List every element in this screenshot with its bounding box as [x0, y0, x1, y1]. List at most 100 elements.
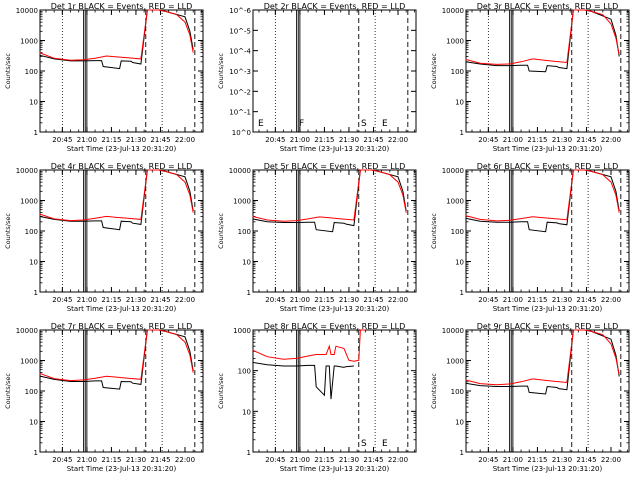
x-tick-label: 20:45: [52, 296, 72, 304]
panel-title: Det 1r BLACK = Events, RED = LLD: [51, 2, 193, 11]
panel-title: Det 7r BLACK = Events, RED = LLD: [51, 322, 193, 331]
y-tick-label: 10000: [442, 7, 464, 15]
y-tick-label: 1000: [20, 358, 38, 366]
x-tick-label: 22:00: [175, 296, 195, 304]
y-tick-label: 10: [455, 419, 464, 427]
panel-title: Det 6r BLACK = Events, RED = LLD: [477, 162, 619, 171]
x-axis-label: Start Time (23-Jul-13 20:31:20): [280, 465, 390, 473]
lld-series-line: [465, 9, 620, 65]
x-tick-label: 21:45: [150, 296, 170, 304]
plot-frame: [465, 329, 630, 453]
y-axis-label: Counts/sec: [217, 373, 225, 409]
x-tick-label: 21:30: [339, 456, 359, 464]
segment-marker-label: F: [299, 119, 304, 129]
plot-frame: [465, 9, 630, 133]
panel-1: Det 1r BLACK = Events, RED = LLD 1 10 100 10…: [4, 2, 204, 153]
y-tick-label: 1: [460, 449, 464, 457]
x-tick-label: 21:45: [363, 136, 383, 144]
x-axis-label: Start Time (23-Jul-13 20:31:20): [280, 305, 390, 313]
y-tick-label: 10: [242, 259, 251, 267]
y-tick-label: 1: [34, 289, 38, 297]
x-tick-label: 21:15: [527, 456, 547, 464]
y-tick-label: 10^-2: [229, 88, 251, 96]
x-tick-label: 21:30: [126, 136, 146, 144]
y-tick-label: 100: [451, 388, 464, 396]
y-tick-label: 100: [25, 68, 38, 76]
x-tick-label: 21:30: [339, 136, 359, 144]
lld-series-line: [39, 169, 194, 222]
x-tick-label: 20:45: [478, 136, 498, 144]
segment-marker-label: E: [258, 119, 264, 129]
x-tick-label: 21:00: [290, 136, 310, 144]
y-tick-label: 100: [451, 228, 464, 236]
x-tick-label: 21:45: [576, 296, 596, 304]
lld-series-line: [252, 329, 366, 362]
segment-marker-label: E: [382, 439, 388, 449]
panel-title: Det 3r BLACK = Events, RED = LLD: [477, 2, 619, 11]
x-tick-label: 21:45: [363, 296, 383, 304]
panel-title: Det 4r BLACK = Events, RED = LLD: [51, 162, 193, 171]
y-axis-label: Counts/sec: [4, 373, 12, 409]
plot-frame: [252, 9, 417, 133]
y-axis-label: Counts/sec: [4, 53, 12, 89]
x-tick-label: 21:15: [101, 136, 121, 144]
x-tick-label: 21:00: [503, 136, 523, 144]
plot-frame: [39, 169, 204, 293]
panel-title: Det 8r BLACK = Events, RED = LLD: [264, 322, 406, 331]
lld-series-line: [39, 9, 194, 61]
y-tick-label: 1000: [446, 38, 464, 46]
x-tick-label: 21:00: [290, 296, 310, 304]
y-tick-label: 10000: [442, 167, 464, 175]
x-tick-label: 21:30: [339, 296, 359, 304]
x-tick-label: 22:00: [601, 296, 621, 304]
segment-marker-label: S: [361, 439, 367, 449]
y-tick-label: 10000: [442, 327, 464, 335]
y-axis-label: Counts/sec: [217, 53, 225, 89]
panel-5: Det 5r BLACK = Events, RED = LLD 1 10 100 10…: [217, 162, 417, 313]
panel-7: Det 7r BLACK = Events, RED = LLD 1 10 100 10…: [4, 322, 204, 473]
lld-series-line: [465, 169, 620, 222]
y-tick-label: 10: [29, 259, 38, 267]
panel-3: Det 3r BLACK = Events, RED = LLD 1 10 100 10…: [430, 2, 630, 153]
y-tick-label: 10000: [16, 7, 38, 15]
y-tick-label: 1000: [20, 38, 38, 46]
y-tick-label: 100: [451, 68, 464, 76]
x-tick-label: 21:15: [314, 456, 334, 464]
panel-2: Det 2r BLACK = Events, RED = LLD 10^0 10^-…: [217, 2, 417, 153]
x-axis-label: Start Time (23-Jul-13 20:31:20): [493, 465, 603, 473]
x-tick-label: 20:45: [478, 456, 498, 464]
plot-frame: [39, 329, 204, 453]
panel-4: Det 4r BLACK = Events, RED = LLD 1 10 100 10…: [4, 162, 204, 313]
panel-8: Det 8r BLACK = Events, RED = LLD 1 10 100 10…: [217, 322, 417, 473]
y-tick-label: 1: [460, 129, 464, 137]
y-axis-label: Counts/sec: [4, 213, 12, 249]
x-tick-label: 21:30: [552, 456, 572, 464]
y-tick-label: 10: [455, 259, 464, 267]
panel-title: Det 2r BLACK = Events, RED = LLD: [264, 2, 406, 11]
x-axis-label: Start Time (23-Jul-13 20:31:20): [493, 305, 603, 313]
plot-frame: [252, 329, 417, 453]
y-axis-label: Counts/sec: [430, 53, 438, 89]
x-tick-label: 22:00: [388, 136, 408, 144]
y-tick-label: 10^-4: [229, 48, 251, 56]
lld-series-line: [39, 329, 194, 382]
y-axis-label: Counts/sec: [217, 213, 225, 249]
x-axis-label: Start Time (23-Jul-13 20:31:20): [493, 145, 603, 153]
y-tick-label: 10^-3: [229, 68, 251, 76]
y-axis-label: Counts/sec: [430, 373, 438, 409]
y-tick-label: 10^0: [232, 129, 251, 137]
y-tick-label: 1: [34, 129, 38, 137]
x-tick-label: 21:15: [527, 136, 547, 144]
x-axis-label: Start Time (23-Jul-13 20:31:20): [67, 465, 177, 473]
y-tick-label: 10000: [16, 167, 38, 175]
events-series-line: [39, 329, 194, 390]
y-tick-label: 1000: [446, 198, 464, 206]
x-tick-label: 21:15: [314, 296, 334, 304]
x-tick-label: 21:15: [527, 296, 547, 304]
y-tick-label: 10^-1: [229, 109, 251, 117]
x-tick-label: 22:00: [388, 296, 408, 304]
y-tick-label: 1000: [233, 327, 251, 335]
y-tick-label: 1: [247, 289, 251, 297]
y-tick-label: 100: [238, 368, 251, 376]
